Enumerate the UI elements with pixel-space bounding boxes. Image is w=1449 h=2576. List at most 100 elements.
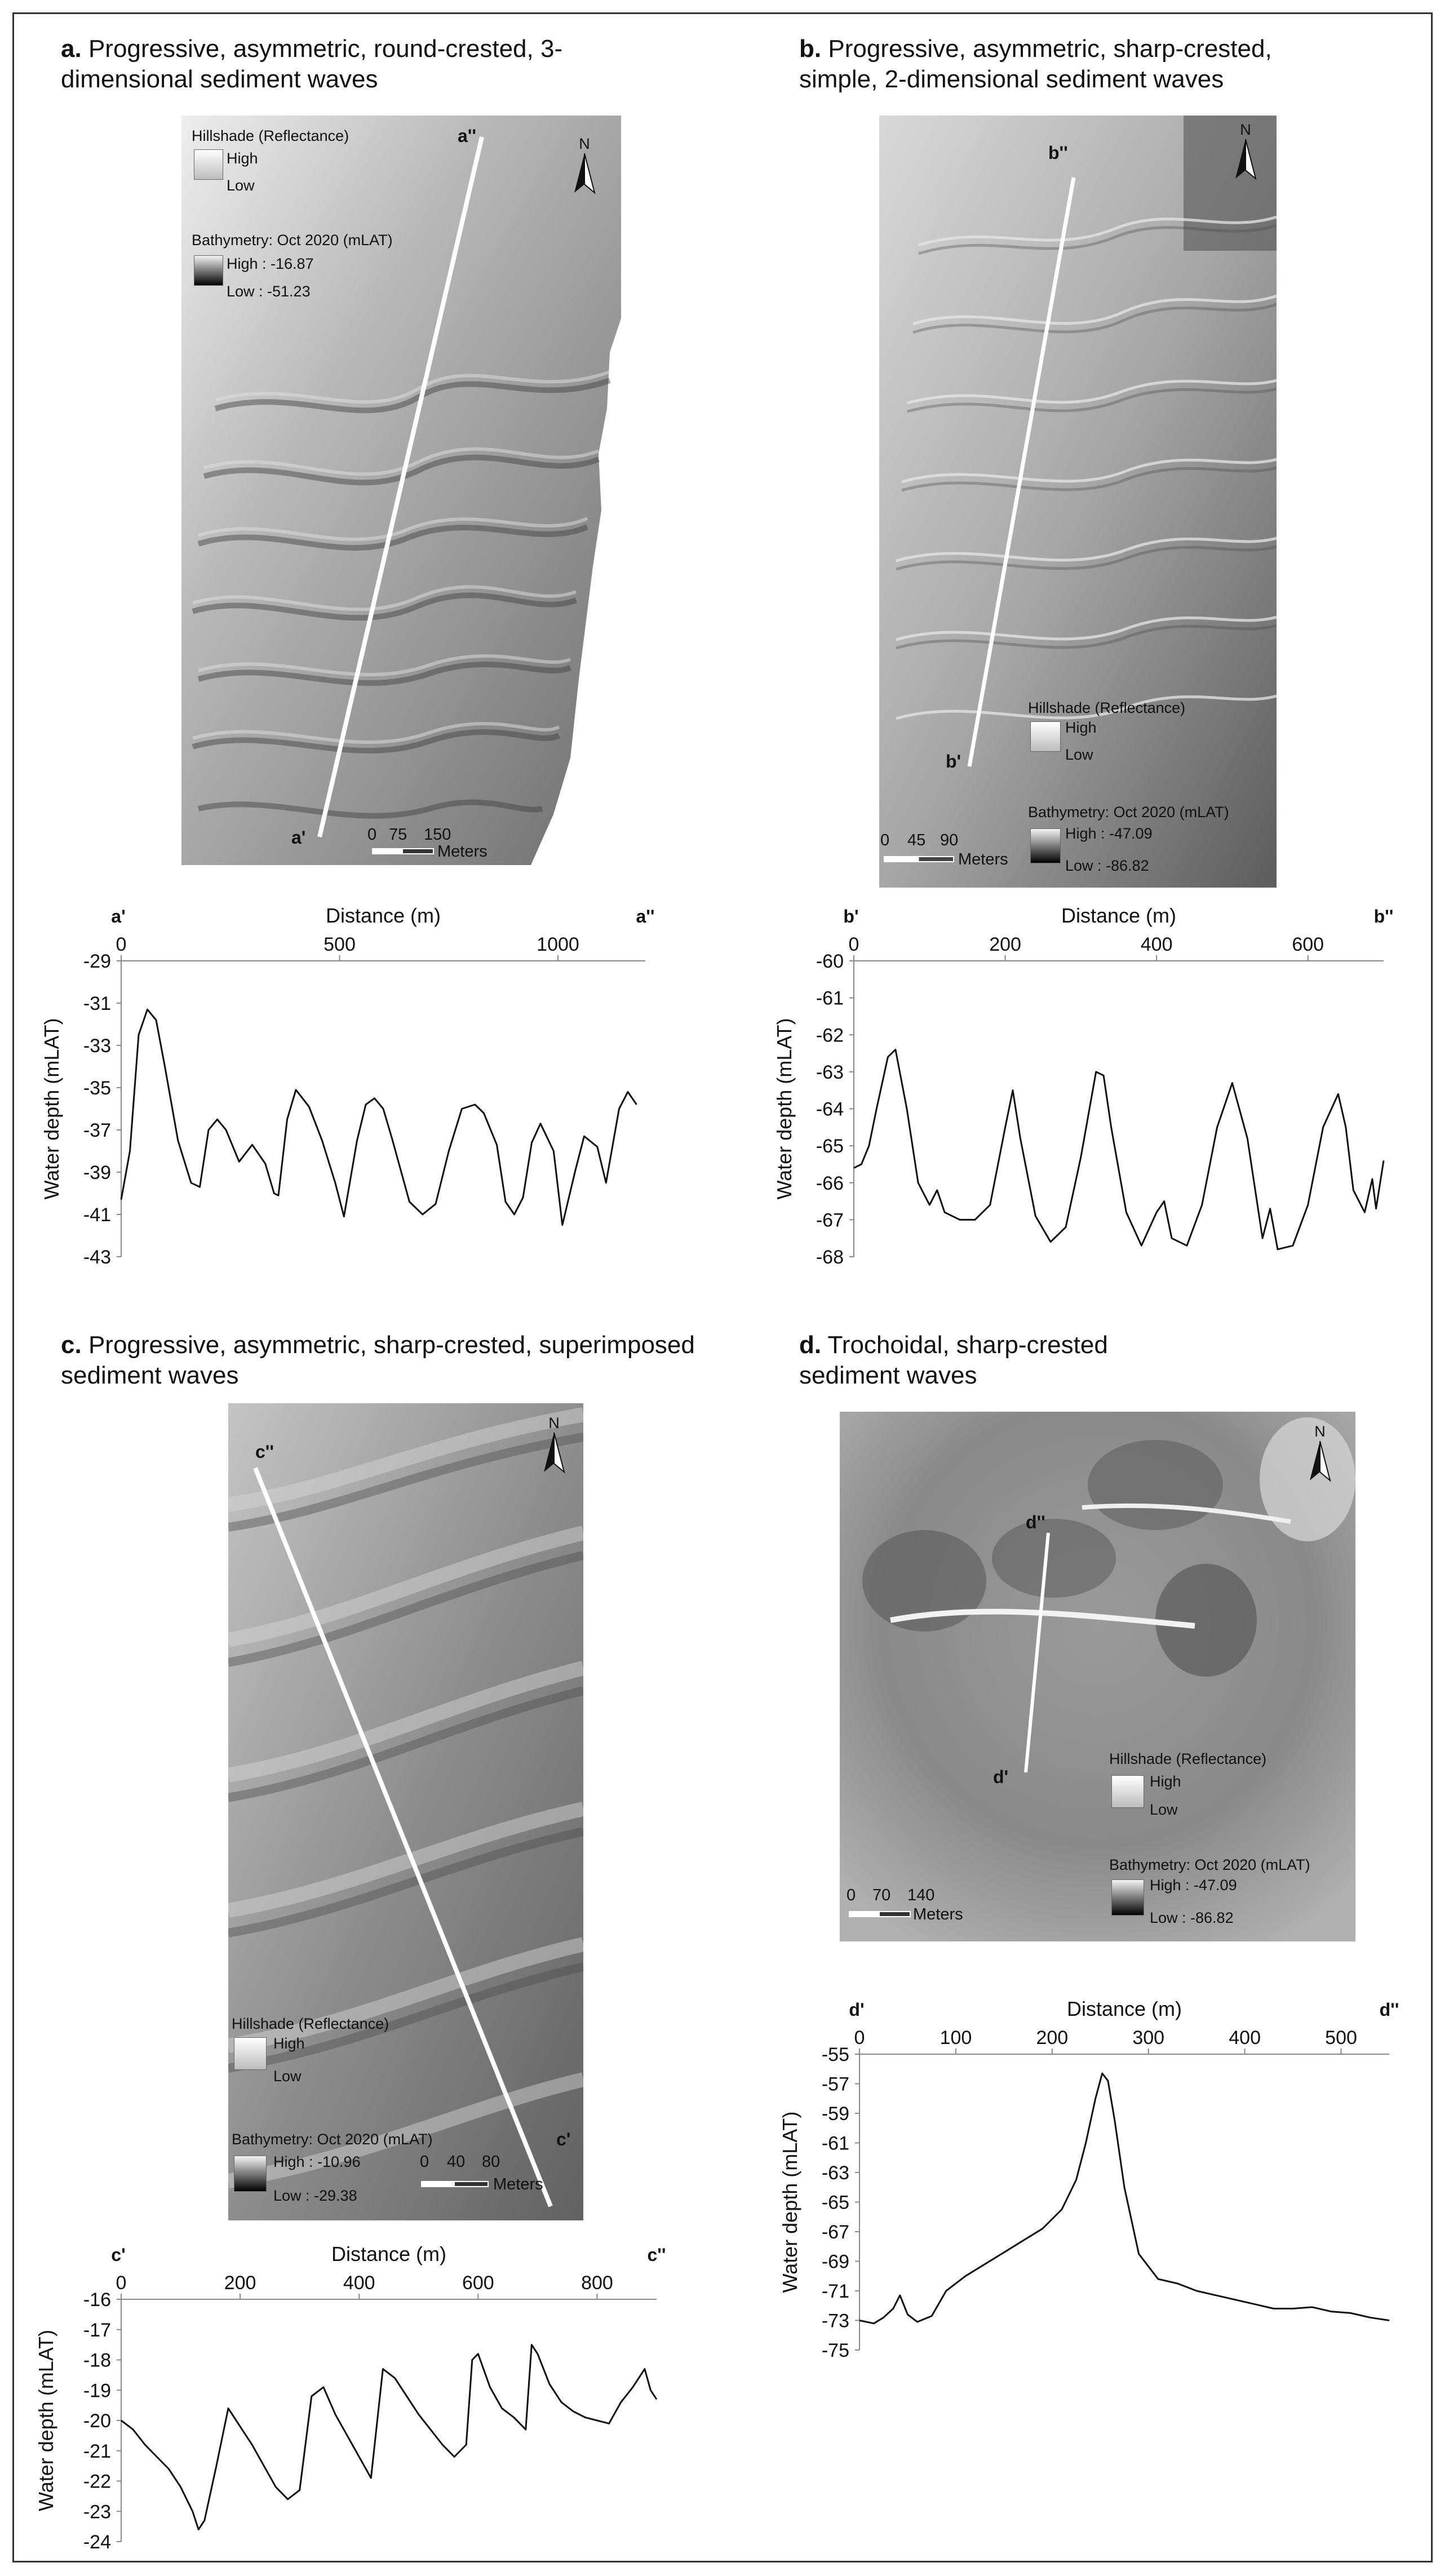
y-tick-label: -41 [83, 1204, 111, 1226]
panel-c-north-letter: N [548, 1415, 560, 1431]
panel-b-map-image [879, 116, 1277, 888]
panel-d-title: d. Trochoidal, sharp-crested sediment wa… [799, 1330, 1363, 1391]
panel-b-scale-unit: Meters [958, 850, 1008, 868]
chart-svg-c: 0 200 400 600 800 -16 -17 -18 -19 -20 -21 -22 -23 -24… [34, 2242, 666, 2553]
y-tick-label: -71 [822, 2281, 849, 2302]
chart-svg-a: 0 500 1000 -29 -31 -33 -35 -37 -39 -41 -43 Distance… [40, 904, 655, 1268]
panel-a-scale-1: 75 [389, 826, 407, 844]
y-tick-label: -63 [816, 1062, 844, 1083]
x-tick-label: 500 [324, 934, 356, 955]
profile-start-label: a' [111, 906, 125, 926]
panel-b-map: N b'' b' Hillshade (Reflectance) High Lo… [879, 116, 1277, 888]
panel-c-hillshade-high: High [273, 2035, 305, 2052]
y-tick-label: -39 [83, 1162, 111, 1183]
panel-a-scale-2: 150 [424, 826, 451, 844]
panel-a-bathy-swatch [194, 255, 223, 286]
x-tick-label: 300 [1132, 2027, 1164, 2049]
y-tick-label: -59 [822, 2103, 849, 2125]
profile-line-b [853, 1049, 1385, 1251]
x-tick-label: 100 [940, 2027, 972, 2049]
y-tick-label: -24 [83, 2531, 111, 2553]
panel-a-hillshade-low: Low [227, 177, 255, 194]
profile-end-label: c'' [647, 2245, 666, 2265]
panel-a-map-end-label: a'' [458, 126, 477, 146]
x-axis-title: Distance (m) [1061, 904, 1176, 927]
x-tick-label: 200 [989, 934, 1021, 955]
y-tick-label: -43 [83, 1247, 111, 1268]
y-tick-label: -67 [816, 1209, 844, 1231]
y-axis-title: Water depth (mLAT) [778, 2111, 801, 2293]
profile-chart-d: 0 100 200 300 400 500 -55 -57 -59 -61 -63 -65 -67 -69… [772, 1989, 1409, 2378]
panel-a-map-image [181, 116, 621, 865]
figure-frame [12, 12, 1433, 2562]
panel-a-bathy-title: Bathymetry: Oct 2020 (mLAT) [192, 232, 393, 249]
panel-b-hillshade-title: Hillshade (Reflectance) [1028, 699, 1186, 716]
panel-b-scale-1: 45 [907, 831, 926, 849]
y-tick-label: -29 [83, 951, 111, 972]
panel-d-bathy-low: Low : -86.82 [1150, 1909, 1234, 1926]
panel-a-north-letter: N [579, 135, 590, 152]
panel-a-map-start-label: a' [291, 827, 306, 848]
x-tick-label: 400 [1141, 934, 1173, 955]
panel-a-scale-unit: Meters [437, 843, 488, 861]
y-tick-label: -73 [822, 2311, 849, 2332]
panel-c-north-arrow: N [537, 1415, 571, 1477]
panel-a-title: a. Progressive, asymmetric, round-creste… [61, 34, 737, 95]
panel-b-bathy-high: High : -47.09 [1065, 825, 1153, 842]
panel-c-map-end-label: c'' [255, 1442, 274, 1462]
panel-b-bathy-swatch [1030, 828, 1061, 863]
x-axis-title: Distance (m) [326, 904, 441, 927]
panel-c-title-line2: sediment waves [61, 1362, 239, 1389]
y-tick-label: -23 [83, 2501, 111, 2522]
y-tick-label: -64 [816, 1099, 844, 1120]
panel-c-bathy-title: Bathymetry: Oct 2020 (mLAT) [232, 2131, 433, 2148]
panel-d-map: N d'' d' Hillshade (Reflectance) High Lo… [840, 1412, 1355, 1941]
x-axis-title: Distance (m) [331, 2242, 446, 2265]
y-axis-title: Water depth (mLAT) [40, 1018, 63, 1199]
panel-d-scale-bar: 0 70 140 Meters [845, 1886, 992, 1931]
panel-c-map-image [228, 1403, 583, 2220]
panel-c-hillshade-low: Low [273, 2068, 302, 2085]
panel-c-scale-unit: Meters [493, 2175, 543, 2193]
panel-d-letter: d. [799, 1331, 822, 1359]
panel-b-title-line2: simple, 2-dimensional sediment waves [799, 65, 1224, 93]
panel-a-letter: a. [61, 35, 82, 63]
panel-a-scale-graphic [372, 848, 434, 854]
y-tick-label: -17 [83, 2320, 111, 2341]
panel-a-hillshade-title: Hillshade (Reflectance) [192, 127, 349, 144]
y-tick-label: -19 [83, 2380, 111, 2401]
y-tick-label: -60 [816, 951, 844, 972]
y-tick-label: -65 [816, 1136, 844, 1157]
panel-c-scale-graphic [421, 2181, 489, 2187]
x-tick-label: 600 [462, 2272, 494, 2294]
panel-d-north-letter: N [1314, 1423, 1326, 1440]
y-tick-label: -62 [816, 1025, 844, 1046]
panel-b-title-line1: Progressive, asymmetric, sharp-crested, [828, 35, 1272, 63]
x-tick-label: 200 [1036, 2027, 1068, 2049]
x-tick-label: 0 [116, 934, 127, 955]
y-tick-label: -63 [822, 2162, 849, 2184]
panel-a-title-line1: Progressive, asymmetric, round-crested, … [88, 35, 563, 63]
panel-b-scale-bar: 0 45 90 Meters [879, 831, 1026, 871]
panel-b-bathy-title: Bathymetry: Oct 2020 (mLAT) [1028, 804, 1229, 821]
panel-c-hillshade-title: Hillshade (Reflectance) [232, 2015, 389, 2032]
panel-c-bathy-swatch [234, 2156, 267, 2192]
panel-b-hillshade-swatch [1030, 721, 1061, 752]
panel-c-scale-2: 80 [482, 2153, 500, 2171]
panel-d-map-start-label: d' [993, 1767, 1009, 1787]
panel-d-scale-2: 140 [907, 1886, 935, 1904]
x-tick-label: 800 [581, 2272, 613, 2294]
panel-d-bathy-high: High : -47.09 [1150, 1877, 1237, 1894]
panel-c-title: c. Progressive, asymmetric, sharp-creste… [61, 1330, 794, 1391]
north-arrow-icon [574, 153, 596, 194]
y-tick-label: -57 [822, 2074, 849, 2095]
y-tick-label: -65 [822, 2192, 849, 2214]
profile-start-label: d' [849, 1999, 864, 2020]
panel-d-scale-unit: Meters [913, 1905, 963, 1923]
panel-a-bathy-high: High : -16.87 [227, 255, 314, 272]
panel-d-map-end-label: d'' [1026, 1512, 1045, 1532]
y-tick-label: -33 [83, 1035, 111, 1057]
y-tick-label: -66 [816, 1173, 844, 1194]
x-tick-label: 0 [116, 2272, 127, 2294]
y-tick-label: -37 [83, 1120, 111, 1141]
